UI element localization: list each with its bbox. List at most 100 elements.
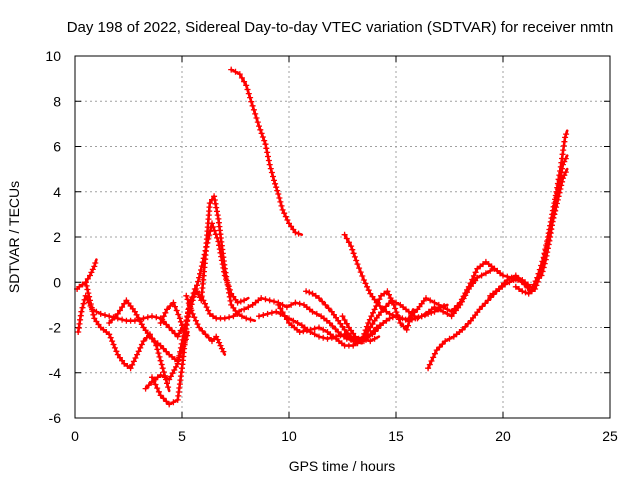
series-s3 [82,279,172,393]
data-point [243,82,250,89]
data-point [88,304,95,311]
data-point [316,295,322,302]
data-point [357,269,364,276]
data-point [559,165,566,172]
series-line [426,278,533,370]
data-point [512,283,519,290]
data-point [187,303,194,310]
data-point [158,361,165,368]
data-point [159,365,166,372]
data-point [82,279,89,286]
data-point [211,227,218,234]
data-point [160,369,167,375]
data-point [352,333,359,340]
data-point [163,348,170,355]
data-point [341,326,348,333]
data-point [454,302,461,309]
data-point [482,270,489,277]
data-point [75,329,82,335]
data-point [109,338,116,345]
data-point [561,172,568,179]
data-point [253,115,260,121]
data-point [465,320,471,327]
data-point [281,210,288,217]
data-point [309,290,316,297]
plot-frame [74,55,611,419]
data-point [138,341,145,348]
data-point [357,337,364,344]
data-point [195,278,202,285]
data-point [203,304,210,311]
data-point [563,131,570,138]
data-point [325,305,332,312]
data-point [84,275,91,282]
data-point [363,323,370,330]
data-point [368,313,375,320]
data-point [134,351,141,358]
data-point [213,204,220,211]
data-point [555,182,562,188]
data-point [227,297,234,304]
data-point [177,344,184,351]
data-point [271,177,277,184]
data-point [85,290,92,297]
data-point [106,331,113,338]
data-point [247,316,254,323]
data-point [384,288,391,295]
data-point [365,320,372,326]
data-point [211,193,218,200]
data-point [306,289,313,296]
data-point [261,137,268,144]
data-point [311,325,318,332]
data-point [225,285,232,292]
data-point [354,340,361,347]
data-point [109,317,116,323]
data-point [264,310,271,317]
data-point [177,318,184,325]
data-point [161,374,168,381]
data-point [166,324,173,331]
x-tick-label: 25 [602,428,618,444]
data-point [504,277,511,283]
data-point [145,382,152,389]
data-point [192,317,199,324]
data-point [173,307,180,314]
data-point [542,256,549,263]
data-point [283,304,290,311]
data-point [275,191,282,197]
data-point [142,385,149,392]
data-point [154,346,161,353]
data-point [367,324,374,331]
data-point [553,194,560,201]
data-point [351,253,358,260]
data-point [371,306,378,313]
data-point [155,350,162,357]
data-point [221,315,228,322]
data-point [464,286,470,293]
data-point [272,180,279,187]
data-point [247,94,254,101]
data-point [339,323,346,330]
data-point [262,141,269,148]
data-point [532,286,539,292]
data-point [77,316,84,323]
data-point [131,317,138,324]
data-point [273,184,280,191]
data-point [381,290,388,297]
data-point [439,341,446,348]
data-point [223,273,230,280]
series-s9 [228,66,304,237]
data-point [171,367,178,373]
data-point [359,273,366,279]
data-point [339,313,346,320]
data-point [114,310,121,317]
data-point [250,106,257,113]
data-point [516,286,522,292]
data-point [228,66,235,73]
data-point [469,276,476,283]
data-point [278,202,285,209]
data-point [234,310,241,317]
data-point [540,264,547,271]
y-tick-label: -4 [49,365,62,381]
data-point [385,300,392,307]
